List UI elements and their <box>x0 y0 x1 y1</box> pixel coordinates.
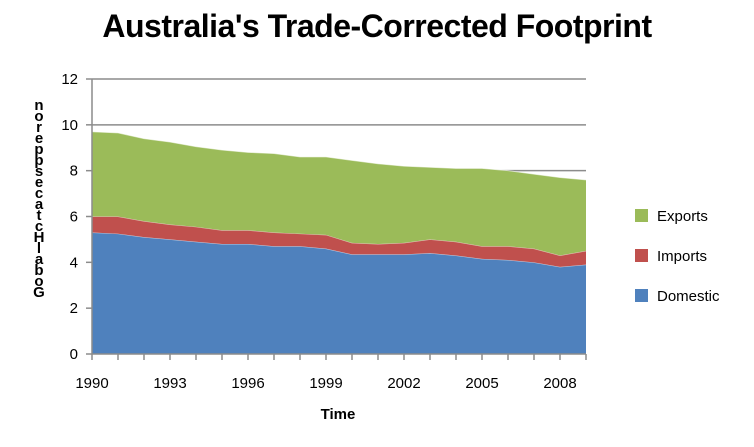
x-tick-label: 1990 <box>75 375 108 392</box>
legend-label-imports: Imports <box>657 248 707 265</box>
y-tick-label: 0 <box>70 346 78 363</box>
y-tick-label: 2 <box>70 300 78 317</box>
axes: 0 2 4 6 8 10 12 1990 1993 1996 1999 2002 2005 2008 <box>61 71 587 392</box>
area-edge-exports <box>91 131 587 181</box>
legend-swatch-domestic <box>635 289 648 302</box>
area-exports <box>92 131 586 256</box>
legend-label-domestic: Domestic <box>657 288 720 305</box>
x-tick-label: 1999 <box>309 375 342 392</box>
legend-swatch-exports <box>635 209 648 222</box>
y-tick-label: 12 <box>61 71 78 88</box>
x-tick-label: 2005 <box>465 375 498 392</box>
legend: Exports Imports Domestic <box>635 208 720 305</box>
x-tick-label: 1993 <box>153 375 186 392</box>
legend-label-exports: Exports <box>657 208 708 225</box>
y-tick-label: 6 <box>70 209 78 226</box>
legend-swatch-imports <box>635 249 648 262</box>
y-axis-title: noreppsecatcHlaboG <box>33 97 45 301</box>
area-imports <box>92 216 586 267</box>
y-tick-label: 8 <box>70 163 78 180</box>
y-tick-label: 10 <box>61 117 78 134</box>
x-axis-title: Time <box>321 406 356 423</box>
chart-title: Australia's Trade-Corrected Footprint <box>102 8 652 44</box>
stacked-areas <box>91 131 587 354</box>
x-tick-label: 2008 <box>543 375 576 392</box>
area-domestic <box>92 232 586 354</box>
x-tick-label: 1996 <box>231 375 264 392</box>
x-tick-label: 2002 <box>387 375 420 392</box>
y-tick-label: 4 <box>70 254 78 271</box>
area-edge-domestic <box>91 232 587 268</box>
